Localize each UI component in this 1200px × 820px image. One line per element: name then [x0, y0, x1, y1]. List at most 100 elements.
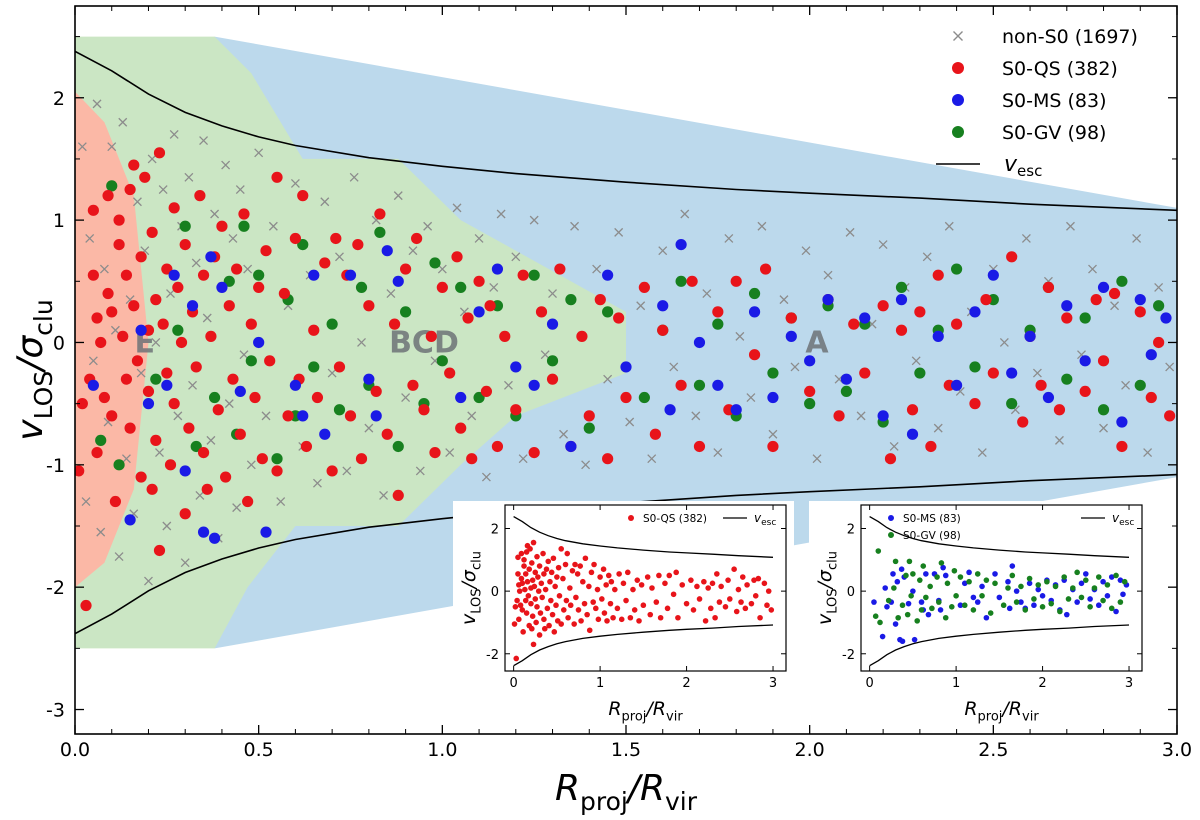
non-s0-point	[85, 234, 95, 243]
ms-inset-point	[899, 638, 906, 645]
qs-point	[528, 446, 540, 459]
qs-point	[260, 245, 272, 257]
qs-point	[352, 238, 364, 251]
qs-inset-point	[519, 607, 526, 613]
qs-inset-point	[690, 607, 697, 613]
non-s0-point	[680, 209, 690, 219]
qs-inset-point	[513, 655, 520, 662]
inset-y-tick-label: 0	[847, 585, 855, 600]
gv-inset-point	[1083, 577, 1089, 583]
ms-inset-point	[940, 564, 946, 571]
qs-inset-point	[618, 616, 625, 623]
gv-inset-point	[1035, 582, 1042, 588]
qs-point	[535, 306, 548, 318]
qs-point	[142, 385, 155, 398]
ms-inset-point	[1095, 602, 1102, 609]
gv-point	[602, 306, 614, 318]
non-s0-point	[511, 252, 521, 262]
qs-inset-point	[555, 564, 562, 571]
gv-point	[150, 373, 162, 385]
qs-point	[172, 281, 184, 294]
qs-point	[297, 190, 309, 202]
ms-point	[308, 269, 320, 281]
qs-inset-point	[514, 597, 520, 604]
ms-inset-point	[884, 603, 890, 610]
main-plot: E BCD A 0.0 0.5 1.0 1.5 2.0 2.5 3.0-3-2-1012Rpro…	[10, 5, 1192, 816]
non-s0-point	[147, 154, 157, 164]
ms-point	[1006, 367, 1018, 379]
gv-point	[748, 287, 761, 300]
ms-point	[363, 373, 375, 385]
ms-inset-point	[1117, 577, 1124, 583]
x-tick-label: 1.0	[427, 739, 457, 761]
inset-legend-label-qs: S0-QS (382)	[643, 513, 707, 525]
y-tick-label: -1	[46, 455, 65, 477]
gv-point	[565, 294, 577, 306]
gv-point	[914, 367, 926, 379]
qs-inset-point	[757, 614, 763, 621]
qs-inset-point	[761, 580, 768, 587]
qs-point	[554, 263, 566, 275]
qs-point	[179, 238, 191, 251]
qs-point	[194, 190, 206, 202]
ms-point	[381, 245, 393, 257]
ms-point	[906, 428, 919, 440]
non-s0-point	[243, 264, 253, 274]
non-s0-point	[746, 393, 756, 402]
point-layer	[75, 99, 1176, 612]
non-s0-point	[1054, 435, 1064, 445]
non-s0-point	[1088, 264, 1097, 274]
inset-x-tick-label: 2	[682, 676, 690, 691]
qs-point	[767, 440, 779, 453]
qs-point	[455, 422, 467, 434]
non-s0-point	[423, 221, 433, 231]
ms-point	[370, 410, 382, 422]
qs-point	[139, 171, 151, 183]
gv-inset-point	[906, 558, 913, 565]
non-s0-point	[393, 191, 403, 201]
inset-y-tick-label: -2	[842, 648, 855, 663]
gv-inset-point	[929, 605, 935, 612]
qs-point	[326, 465, 338, 477]
qs-point	[87, 269, 99, 281]
non-s0-point	[162, 521, 172, 531]
non-s0-point	[1066, 221, 1075, 231]
qs-inset-point	[547, 578, 553, 585]
non-s0-point	[1099, 423, 1108, 433]
qs-point	[381, 428, 393, 440]
qs-point	[1134, 306, 1146, 318]
inset-vesc-lower	[869, 624, 1130, 667]
qs-point	[87, 204, 99, 216]
qs-point	[117, 330, 129, 342]
qs-point	[914, 306, 926, 318]
qs-inset-point	[716, 599, 723, 605]
non-s0-point	[276, 497, 286, 506]
gv-point	[172, 324, 184, 336]
gv-inset-point	[1074, 569, 1080, 576]
gv-inset-point	[948, 603, 955, 610]
qs-inset-point	[739, 574, 746, 580]
qs-inset-point	[521, 557, 527, 563]
qs-inset-point	[733, 608, 740, 615]
ms-point	[392, 275, 404, 287]
gv-inset-point	[872, 613, 879, 619]
qs-inset-point	[586, 583, 592, 590]
qs-inset-point	[538, 580, 545, 587]
ms-point	[253, 336, 265, 349]
qs-inset-point	[636, 618, 642, 624]
inset-points	[511, 516, 775, 667]
qs-inset-point	[531, 583, 538, 590]
ms-point	[785, 330, 797, 342]
qs-inset-point	[554, 574, 560, 580]
non-s0-point	[790, 362, 800, 372]
ms-point	[1145, 349, 1157, 361]
gv-point	[583, 422, 595, 434]
non-s0-point	[911, 356, 921, 366]
ms-point	[135, 324, 147, 336]
qs-inset-point	[565, 614, 571, 621]
non-s0-point	[312, 478, 322, 488]
gv-point	[767, 367, 779, 379]
qs-point	[1006, 251, 1018, 263]
gv-inset-point	[953, 593, 959, 599]
gv-inset-point	[970, 607, 977, 613]
